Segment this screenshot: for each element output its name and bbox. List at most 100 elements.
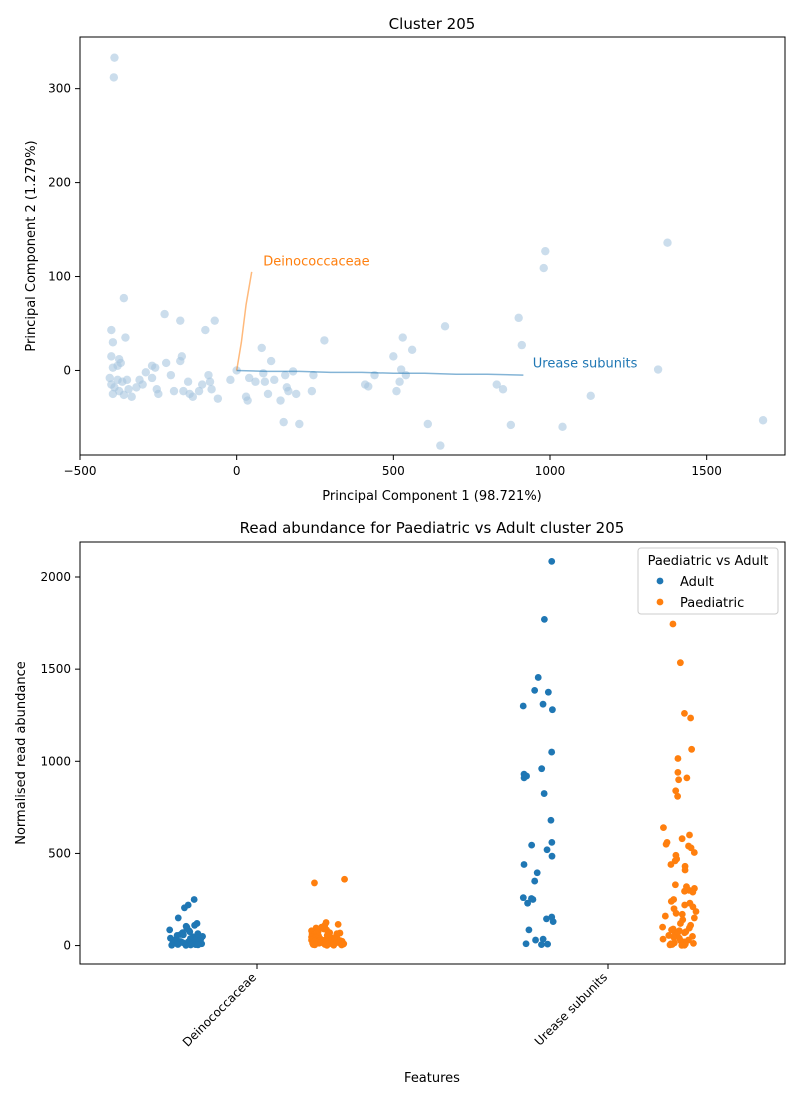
strip-point: [519, 702, 527, 710]
pca-point: [183, 377, 193, 386]
category-label: Urease subunits: [532, 970, 610, 1048]
loading-label: Urease subunits: [533, 357, 638, 372]
pca-point: [207, 385, 216, 394]
strip-point: [533, 869, 541, 877]
pca-point: [307, 386, 317, 396]
legend-title: Paediatric vs Adult: [648, 554, 769, 569]
strip-point: [525, 926, 533, 934]
strip-point: [674, 768, 682, 776]
pca-point: [204, 370, 213, 380]
strip-point: [675, 776, 683, 784]
legend-entry: Adult: [680, 575, 714, 590]
pca-point: [440, 322, 450, 331]
strip-point: [678, 941, 686, 949]
y-tick-label: 100: [48, 270, 71, 284]
strip-point: [540, 790, 548, 797]
x-tick-label: 1500: [691, 464, 722, 478]
pca-point: [279, 417, 288, 427]
pca-point: [108, 389, 118, 399]
strip-point: [672, 787, 680, 795]
pca-point: [138, 380, 147, 389]
legend-box: [637, 547, 779, 615]
legend-marker: [656, 577, 664, 585]
strip-point: [538, 765, 546, 773]
strip-y-label: Normalised read abundance: [14, 661, 29, 845]
pca-point: [320, 336, 329, 345]
strip-point: [692, 908, 700, 915]
strip-point: [531, 877, 539, 885]
strip-point: [661, 912, 669, 920]
pca-point: [295, 419, 304, 429]
strip-y-axis: 0 500 1000 1500 2000: [40, 570, 80, 953]
y-tick-label: 500: [48, 846, 71, 860]
strip-point: [677, 920, 684, 927]
y-tick-label: 1000: [40, 754, 71, 768]
strip-point: [519, 894, 527, 902]
pca-point: [539, 263, 548, 273]
pca-point: [758, 416, 768, 425]
pca-y-axis: 0 100 200 300: [48, 82, 80, 377]
y-tick-label: 300: [48, 82, 71, 96]
pca-point: [194, 386, 204, 396]
pca-point: [213, 394, 223, 403]
pca-point: [292, 389, 301, 399]
pca-point: [653, 365, 663, 374]
pca-x-label: Principal Component 1 (98.721%): [322, 489, 542, 504]
pca-point: [132, 383, 141, 392]
strip-point: [174, 941, 182, 948]
pca-point: [260, 377, 270, 386]
category-label: Deinococcaceae: [180, 970, 259, 1049]
strip-point: [681, 887, 688, 895]
strip-plot-frame: [79, 541, 786, 965]
strip-point: [538, 941, 545, 949]
strip-point: [689, 888, 697, 896]
strip-point: [174, 914, 182, 922]
pca-point: [498, 385, 508, 394]
pca-point: [663, 238, 672, 247]
strip-point: [678, 835, 686, 843]
strip-point: [179, 931, 187, 939]
strip-point: [690, 939, 697, 947]
pca-point: [107, 325, 116, 335]
pca-point: [401, 370, 411, 380]
strip-x-axis: Deinococcaceae Urease subunits: [180, 964, 610, 1049]
strip-point: [659, 935, 667, 943]
x-tick-label: 500: [382, 464, 405, 478]
strip-point: [672, 909, 680, 917]
y-tick-label: 1500: [40, 662, 71, 676]
strip-point: [674, 792, 681, 800]
strip-point: [666, 941, 674, 949]
loading-vector: [236, 369, 524, 376]
pca-point: [161, 358, 171, 368]
strip-point: [186, 928, 194, 936]
pca-point: [124, 385, 133, 394]
strip-point: [520, 774, 528, 782]
pca-point: [122, 375, 132, 385]
pca-point: [436, 441, 445, 450]
pca-point: [198, 380, 207, 389]
strip-point: [683, 774, 691, 782]
pca-point: [395, 377, 404, 386]
y-tick-label: 2000: [40, 570, 71, 584]
strip-x-label: Features: [404, 1071, 460, 1086]
strip-point: [531, 686, 539, 694]
pca-point: [251, 377, 260, 386]
pca-point: [514, 313, 523, 323]
pca-point: [177, 352, 187, 361]
pca-point: [407, 345, 417, 354]
strip-point: [528, 841, 536, 849]
pca-point: [276, 396, 285, 405]
pca-points: [105, 53, 768, 450]
strip-point: [548, 838, 556, 846]
strip-point: [548, 748, 556, 756]
abundance-strip-panel: Read abundance for Paediatric vs Adult c…: [14, 519, 786, 1086]
pca-point: [119, 390, 129, 400]
strip-point: [549, 918, 557, 926]
pca-point: [492, 380, 501, 389]
pca-loadings: Deinococcaceae Urease subunits: [235, 254, 638, 376]
strip-point: [671, 881, 679, 889]
pca-point: [257, 343, 266, 353]
strip-point: [690, 914, 698, 922]
pca-point: [108, 363, 118, 372]
